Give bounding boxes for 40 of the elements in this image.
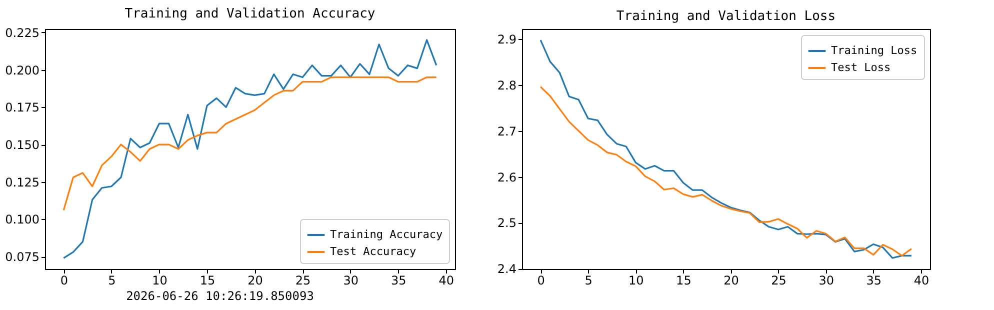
y-tick-label: 0.200 (5, 63, 40, 78)
line-series (62, 76, 438, 212)
y-tick-label: 2.6 (497, 170, 516, 184)
x-tick-label: 15 (676, 274, 692, 288)
y-tick-label: 0.150 (5, 138, 40, 152)
x-tick-label: 20 (724, 274, 739, 288)
y-tick-label: 0.075 (5, 250, 40, 264)
x-tick-label: 5 (108, 274, 116, 288)
x-tick-label: 0 (60, 274, 68, 288)
y-tick-label: 0.175 (5, 100, 40, 115)
legend-label: Test Accuracy (330, 245, 416, 258)
x-tick-label: 30 (818, 274, 834, 288)
y-tick-label: 2.5 (497, 216, 516, 230)
x-tick-label: 25 (295, 274, 311, 288)
x-tick-label: 5 (584, 274, 592, 288)
x-tick-label: 35 (866, 274, 882, 288)
legend-label: Training Loss (831, 44, 918, 57)
y-tick-label: 0.225 (5, 26, 40, 40)
y-tick-label: 0.100 (5, 212, 40, 227)
chart-title: Training and Validation Loss (616, 9, 836, 24)
x-tick-label: 30 (343, 274, 358, 288)
x-tick-label: 40 (914, 274, 930, 288)
chart-title: Training and Validation Accuracy (124, 6, 376, 22)
x-tick-label: 0 (537, 274, 545, 288)
legend-label: Test Loss (831, 61, 891, 74)
x-tick-label: 10 (628, 274, 644, 288)
x-tick-label: 40 (438, 274, 454, 288)
x-tick-label: 10 (152, 274, 168, 288)
x-tick-label: 15 (200, 274, 216, 288)
y-tick-label: 2.7 (497, 124, 516, 138)
legend-label: Training Accuracy (330, 228, 443, 241)
y-tick-label: 2.8 (497, 78, 516, 92)
text: 2026-06-26 10:26:19.850093 (126, 289, 314, 303)
y-tick-label: 2.9 (497, 32, 516, 47)
y-tick-label: 2.4 (497, 262, 516, 276)
x-tick-label: 20 (248, 274, 263, 288)
x-tick-label: 25 (771, 274, 786, 288)
y-tick-label: 0.125 (5, 175, 40, 190)
x-tick-label: 35 (390, 274, 406, 288)
line-series (540, 86, 912, 256)
